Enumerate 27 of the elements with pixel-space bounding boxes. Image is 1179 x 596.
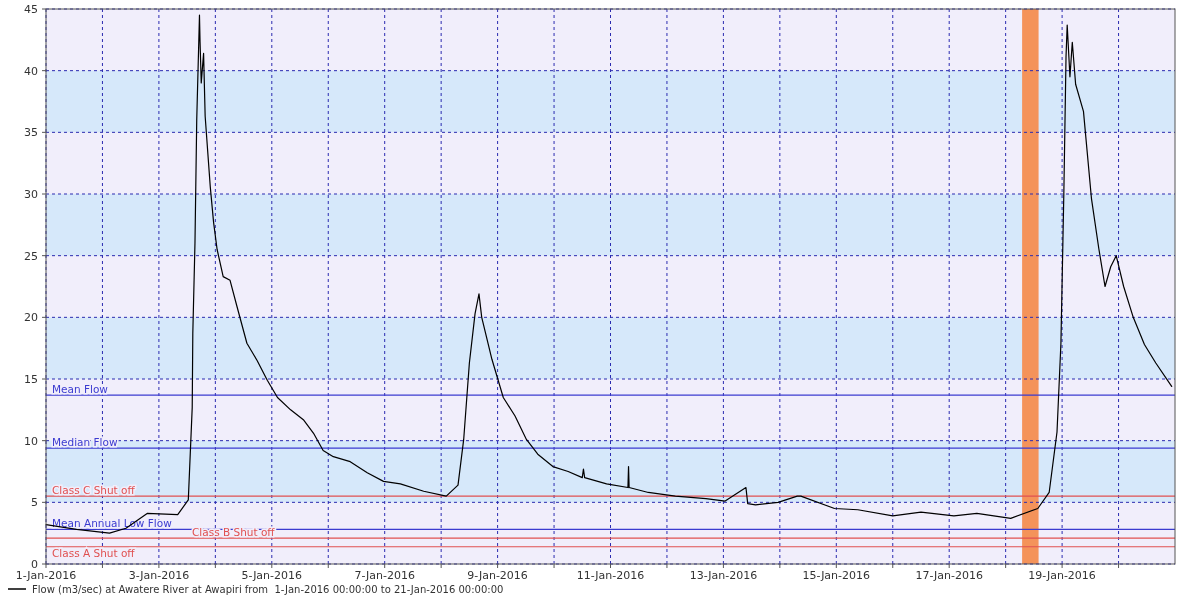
ref-line-label: Class B Shut off — [192, 526, 276, 539]
legend-label: Flow (m3/sec) at Awatere River at Awapiri from 1-Jan-2016 00:00:00 to 21-Jan-2016 00:00:00 — [32, 583, 504, 595]
ref-line-label: Mean Flow — [52, 383, 109, 396]
y-tick-label: 0 — [31, 557, 38, 571]
x-tick-label: 11-Jan-2016 — [576, 569, 645, 582]
x-tick-label: 19-Jan-2016 — [1028, 569, 1096, 582]
y-tick-label: 40 — [24, 64, 38, 78]
x-tick-label: 3-Jan-2016 — [128, 569, 190, 582]
y-tick-label: 25 — [24, 249, 38, 263]
ref-line-label: Class A Shut off — [52, 546, 136, 559]
y-tick-label: 35 — [24, 126, 38, 140]
ref-line-label: Class C Shut off — [52, 484, 136, 497]
x-tick-label: 1-Jan-2016 — [15, 569, 77, 582]
y-tick-label: 30 — [24, 187, 38, 201]
line-series — [45, 14, 1173, 534]
y-tick-label: 20 — [24, 311, 38, 325]
y-tick-label: 5 — [31, 496, 38, 510]
x-tick-label: 9-Jan-2016 — [467, 569, 528, 582]
x-tick-label: 7-Jan-2016 — [354, 569, 415, 582]
y-tick-label: 15 — [24, 372, 38, 386]
x-tick-label: 13-Jan-2016 — [689, 569, 758, 582]
y-tick-label: 45 — [24, 2, 38, 16]
y-tick-label: 10 — [24, 434, 38, 448]
x-tick-label: 15-Jan-2016 — [802, 569, 871, 582]
x-tick-label: 17-Jan-2016 — [915, 569, 983, 582]
x-tick-label: 5-Jan-2016 — [241, 569, 303, 582]
ref-line-label: Median Flow — [52, 436, 118, 449]
